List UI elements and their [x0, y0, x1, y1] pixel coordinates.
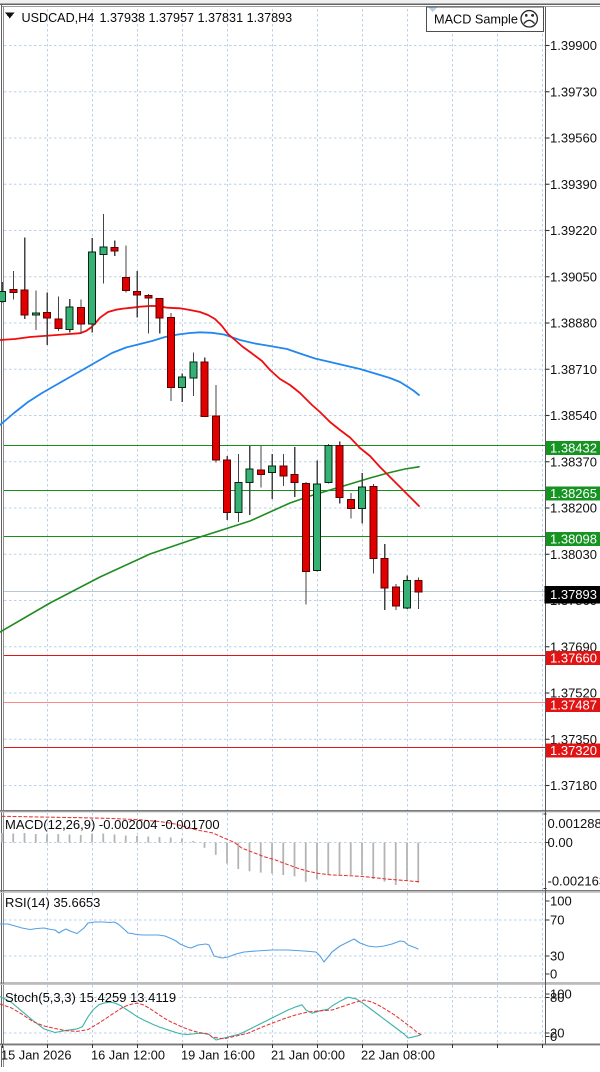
svg-text:19 Jan 16:00: 19 Jan 16:00 — [181, 1048, 255, 1063]
svg-text:1.38540: 1.38540 — [550, 408, 597, 423]
svg-text:22 Jan 08:00: 22 Jan 08:00 — [361, 1048, 435, 1063]
svg-text:30: 30 — [550, 949, 564, 964]
svg-text:0.00: 0.00 — [548, 835, 573, 850]
svg-text:1.39220: 1.39220 — [550, 223, 597, 238]
svg-text:70: 70 — [550, 913, 564, 928]
svg-text:16 Jan 12:00: 16 Jan 12:00 — [91, 1048, 165, 1063]
svg-text:1.38265: 1.38265 — [550, 486, 597, 501]
svg-text:MACD Sample: MACD Sample — [434, 12, 518, 26]
svg-text:1.39900: 1.39900 — [550, 38, 597, 53]
svg-text:1.39390: 1.39390 — [550, 177, 597, 192]
svg-text:1.38370: 1.38370 — [550, 454, 597, 469]
svg-text:1.37487: 1.37487 — [550, 698, 597, 713]
svg-text:1.38030: 1.38030 — [550, 547, 597, 562]
svg-text:1.37180: 1.37180 — [550, 778, 597, 793]
svg-text:1.38880: 1.38880 — [550, 316, 597, 331]
svg-text:0: 0 — [550, 967, 557, 982]
svg-text:MACD(12,26,9) -0.002004 -0.001: MACD(12,26,9) -0.002004 -0.001700 — [5, 817, 220, 832]
svg-text:80: 80 — [550, 990, 564, 1005]
svg-text:1.38432: 1.38432 — [550, 440, 597, 455]
svg-text:100: 100 — [550, 894, 572, 909]
svg-text:1.39730: 1.39730 — [550, 84, 597, 99]
svg-text:RSI(14) 35.6653: RSI(14) 35.6653 — [5, 895, 100, 910]
svg-text:1.37660: 1.37660 — [550, 651, 597, 666]
svg-text:1.37320: 1.37320 — [550, 743, 597, 758]
svg-text:1.38200: 1.38200 — [550, 501, 597, 516]
svg-text:1.39050: 1.39050 — [550, 269, 597, 284]
svg-text:1.37893: 1.37893 — [550, 587, 597, 602]
svg-text:15 Jan 2026: 15 Jan 2026 — [1, 1048, 71, 1063]
svg-text:1.39560: 1.39560 — [550, 131, 597, 146]
svg-text:USDCAD,H4: USDCAD,H4 — [22, 11, 95, 25]
svg-text:Stoch(5,3,3) 15.4259 13.4119: Stoch(5,3,3) 15.4259 13.4119 — [5, 990, 176, 1005]
svg-text:-0.002163: -0.002163 — [548, 873, 600, 888]
svg-text:21 Jan 00:00: 21 Jan 00:00 — [271, 1048, 345, 1063]
svg-text:0.001288: 0.001288 — [548, 816, 600, 831]
svg-text:0: 0 — [550, 1029, 557, 1044]
svg-text:1.38710: 1.38710 — [550, 362, 597, 377]
svg-text:1.38098: 1.38098 — [550, 531, 597, 546]
svg-text:1.37938 1.37957 1.37831 1.3789: 1.37938 1.37957 1.37831 1.37893 — [100, 11, 293, 25]
